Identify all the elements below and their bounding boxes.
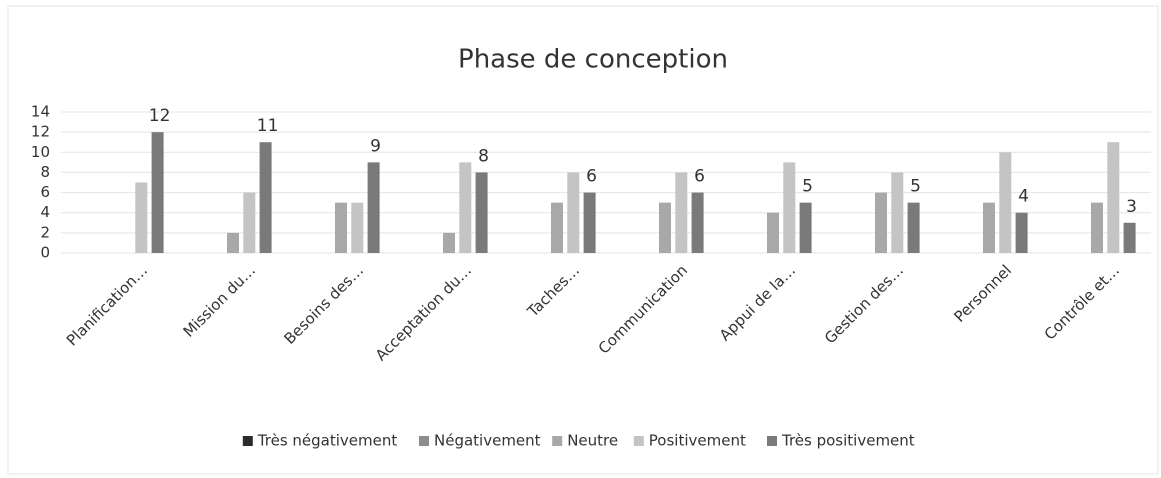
bar (1091, 202, 1103, 253)
bar (459, 162, 472, 253)
legend-label: Négativement (434, 432, 541, 450)
bar (783, 162, 796, 253)
bar (983, 202, 995, 253)
bar (659, 202, 671, 253)
chart-title: Phase de conception (458, 45, 728, 75)
y-tick-label: 2 (40, 223, 50, 241)
data-label: 12 (149, 106, 171, 126)
bar (999, 152, 1012, 253)
bar (443, 232, 455, 253)
y-tick-label: 10 (31, 143, 50, 161)
bar (135, 182, 148, 253)
y-tick-label: 4 (40, 203, 50, 221)
bar (475, 172, 488, 253)
y-tick-label: 8 (40, 163, 50, 181)
legend-swatch (633, 436, 644, 446)
bar (243, 192, 256, 253)
data-label: 8 (478, 146, 489, 166)
bar (351, 202, 364, 253)
bar (691, 192, 704, 253)
bar (875, 192, 887, 253)
bar (891, 172, 904, 253)
legend-label: Très négativement (257, 432, 398, 450)
bar (1107, 142, 1120, 253)
legend-swatch (242, 436, 253, 446)
bar (259, 142, 272, 253)
bar (567, 172, 580, 253)
data-label: 3 (1126, 197, 1137, 217)
bar (227, 232, 239, 253)
legend-label: Très positivement (781, 432, 915, 450)
y-tick-label: 6 (40, 183, 50, 201)
y-tick-label: 0 (40, 244, 50, 262)
bar (767, 212, 779, 253)
bar (151, 132, 164, 253)
legend-label: Neutre (567, 432, 618, 450)
data-label: 6 (586, 167, 597, 187)
bar (1123, 222, 1136, 253)
bar (907, 202, 920, 253)
legend-swatch (552, 436, 563, 446)
bar (799, 202, 812, 253)
y-tick-label: 14 (31, 103, 50, 121)
bar (1015, 212, 1028, 253)
legend-label: Positivement (649, 432, 746, 450)
data-label: 5 (910, 177, 921, 197)
legend-swatch (767, 436, 777, 446)
data-label: 4 (1018, 187, 1029, 207)
data-label: 6 (694, 167, 705, 187)
bar (583, 192, 596, 253)
bar (367, 162, 380, 253)
data-label: 11 (257, 116, 279, 136)
bar (335, 202, 347, 253)
bar (675, 172, 688, 253)
data-label: 9 (370, 136, 381, 156)
bar (551, 202, 563, 253)
data-label: 5 (802, 177, 813, 197)
chart-frame (7, 5, 1159, 475)
legend-swatch (419, 436, 429, 446)
y-tick-label: 12 (31, 123, 50, 141)
